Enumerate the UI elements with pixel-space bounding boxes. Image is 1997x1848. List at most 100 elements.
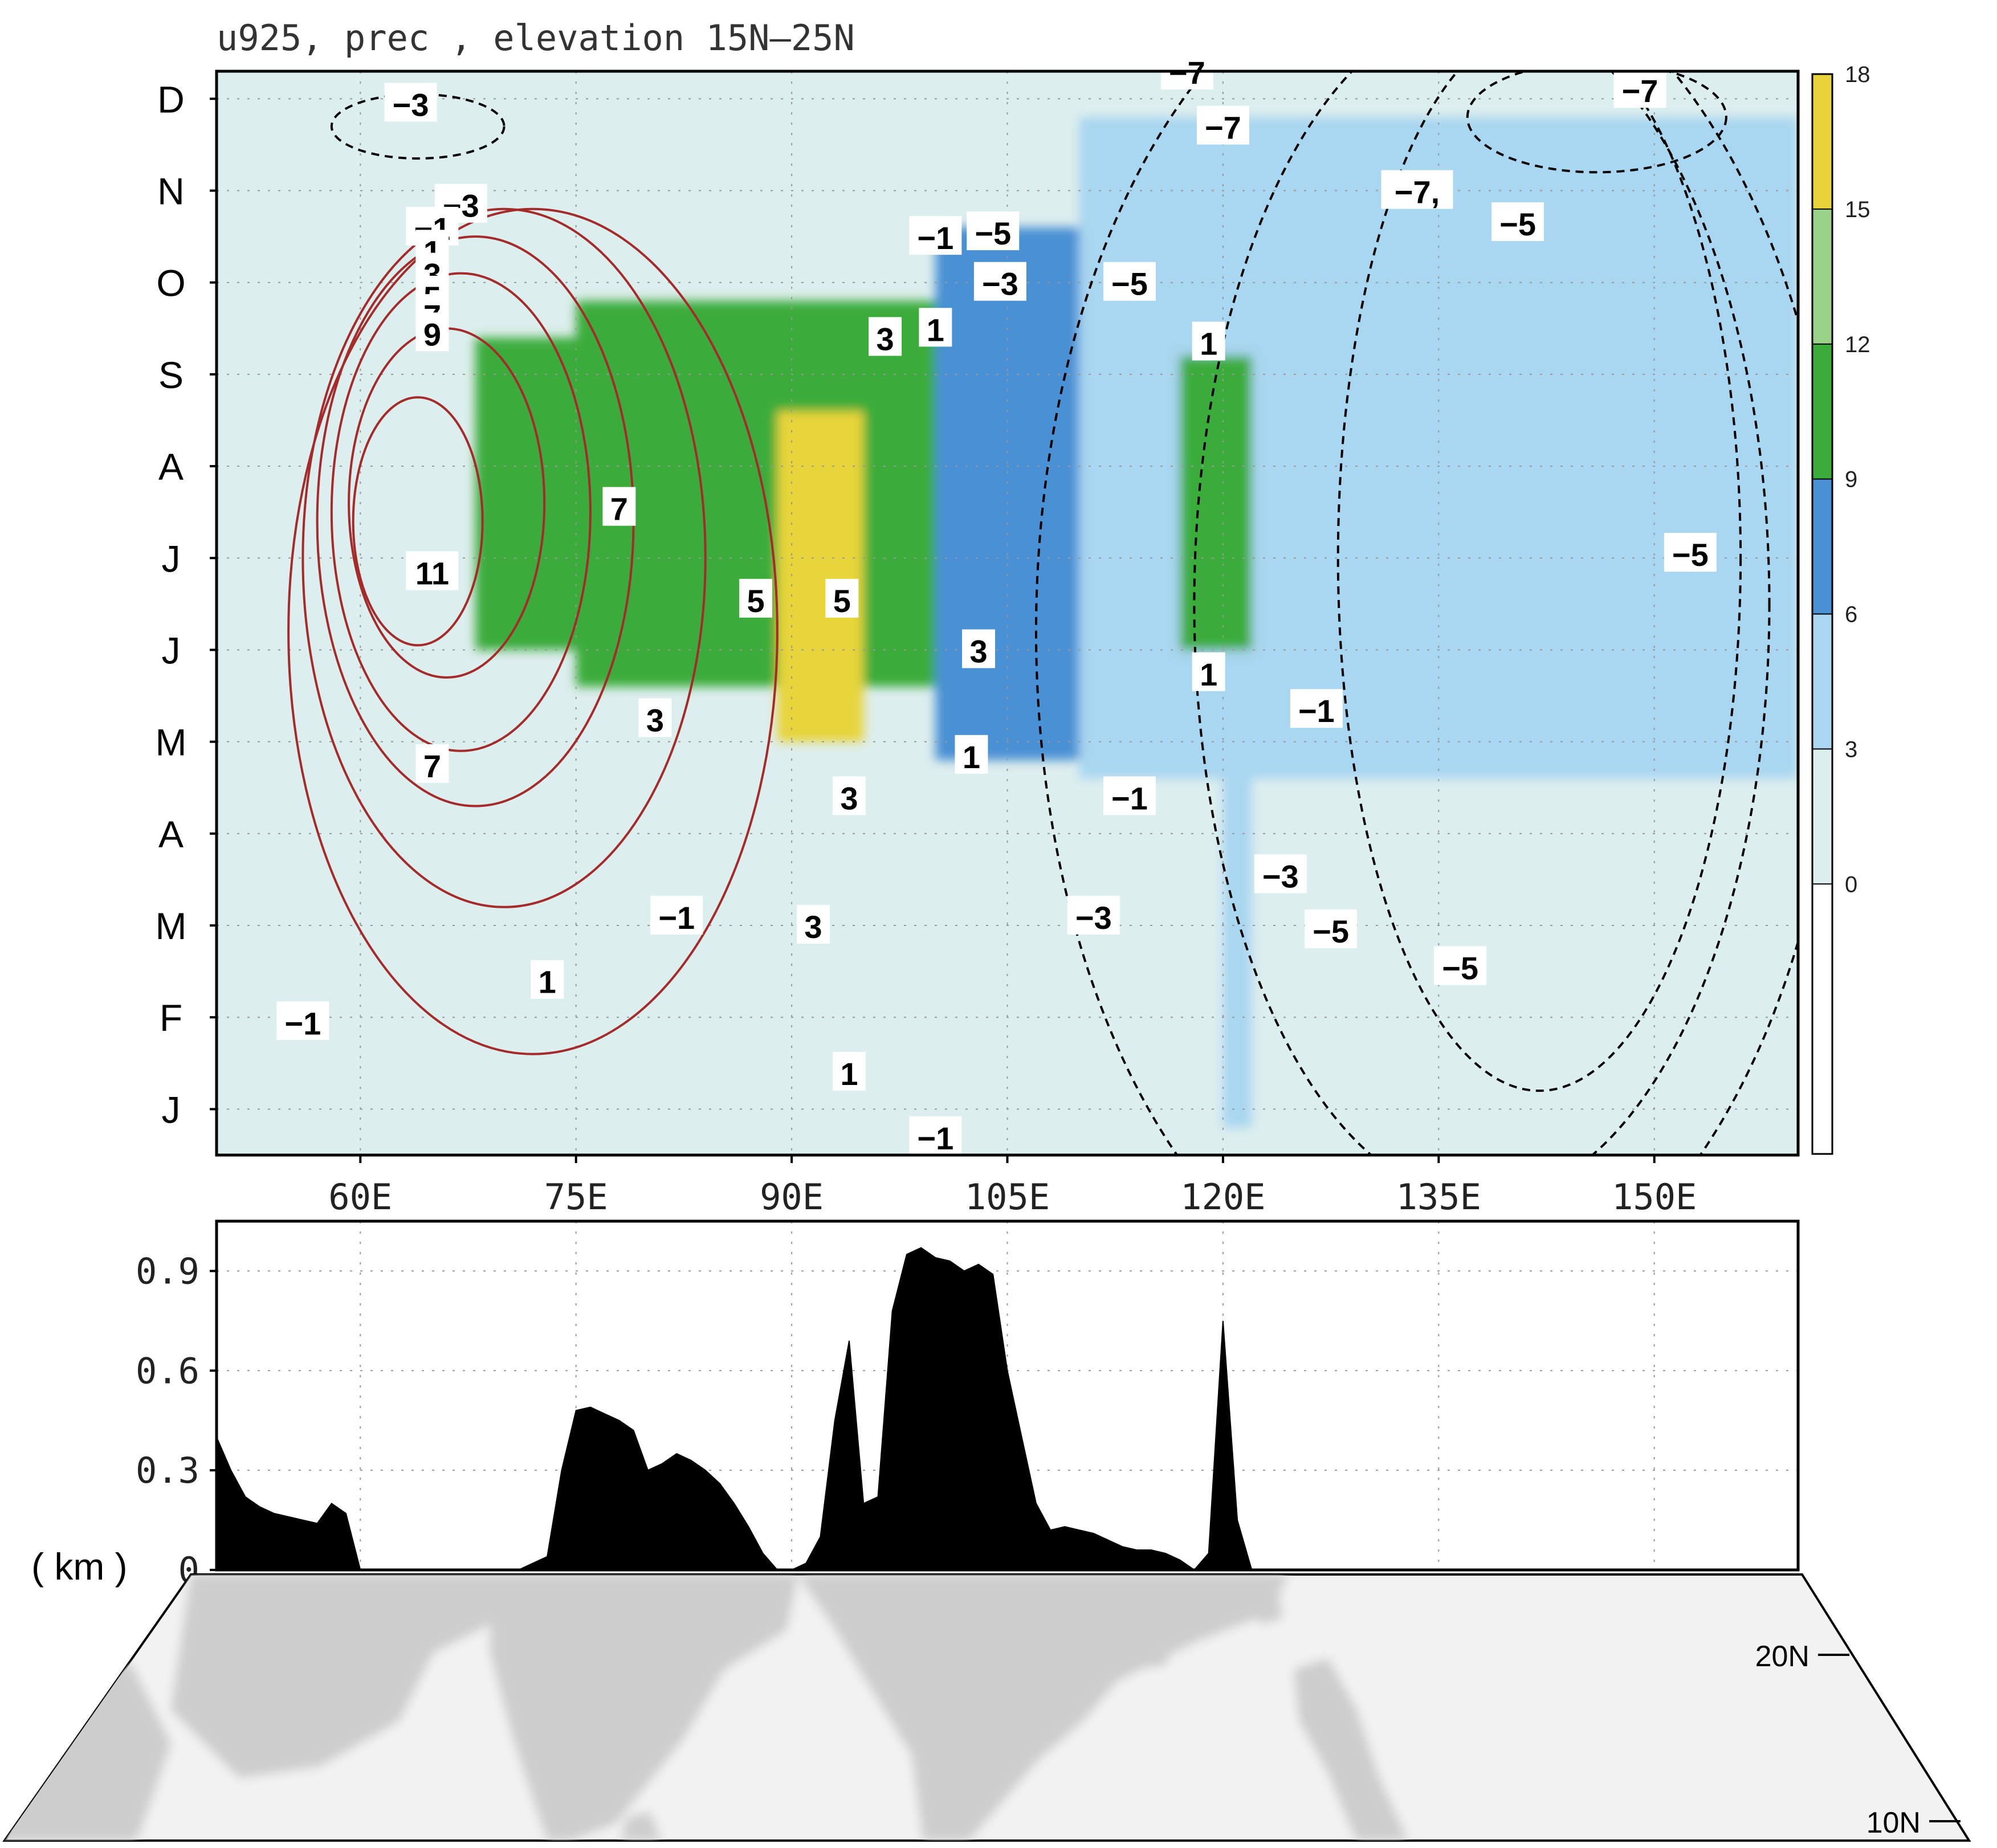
contour-label-box (1305, 909, 1358, 949)
contour-label-box (1381, 170, 1453, 209)
contour-label: 3 (646, 702, 664, 738)
contour-label-box (962, 629, 996, 668)
lon-label: 90E (760, 1176, 824, 1218)
contour-label-box (869, 317, 902, 356)
month-label: M (156, 905, 187, 947)
contour-labels: −3−3−1135791177355313311−1−1−131−1−5−3−5… (276, 51, 1717, 1156)
contour-label: −1 (917, 1120, 953, 1156)
positive-contour (352, 396, 484, 647)
contour-label: −3 (393, 87, 429, 123)
contour-label: 7 (610, 491, 628, 527)
contour-label-box (1290, 689, 1343, 728)
contour-label-box (650, 895, 703, 935)
colorbar-label: 3 (1845, 737, 1857, 762)
contour-label: −7 (1622, 73, 1658, 109)
contour-label-box (276, 1001, 329, 1041)
contour-label-box (1434, 946, 1487, 985)
colorbar-segment (1812, 479, 1832, 614)
contour-label-box (796, 905, 830, 944)
indian-subcontinent (490, 1574, 798, 1841)
colorbar-label: 15 (1845, 197, 1870, 222)
contour-label: 3 (969, 633, 987, 669)
colorbar: 0 3 6 9 12 15 18 (1811, 62, 1870, 1155)
contour-label: −3 (982, 266, 1018, 302)
contour-label-box (1613, 69, 1666, 108)
month-label: N (157, 170, 185, 213)
contour-label-box (1103, 262, 1156, 301)
month-label: M (156, 721, 187, 764)
colorbar-label: 12 (1845, 332, 1870, 357)
positive-contour (301, 207, 707, 908)
elevation-tick-label: 0.9 (136, 1250, 199, 1292)
wind-contours (287, 71, 1798, 1155)
lon-label: 75E (544, 1176, 608, 1218)
contour-label: −5 (1111, 266, 1148, 302)
lon-label: 60E (328, 1176, 392, 1218)
colorbar-label: 18 (1845, 62, 1870, 87)
contour-label-box (415, 312, 449, 352)
contour-label: −5 (1672, 537, 1709, 573)
contour-label-box (833, 776, 866, 815)
contour-label-box (955, 735, 988, 774)
month-label: A (158, 813, 184, 855)
contour-label: −7, (1395, 174, 1440, 210)
contour-label-box (739, 578, 773, 618)
arabian-peninsula (171, 1574, 513, 1778)
contour-label: −3 (1075, 900, 1112, 936)
colorbar-label: 0 (1845, 872, 1857, 897)
contour-label-box (531, 960, 564, 999)
contour-label: 1 (1200, 326, 1217, 362)
colorbar-segment (1812, 344, 1832, 479)
contour-label: 1 (539, 964, 556, 1000)
sri-lanka (621, 1812, 661, 1841)
positive-contour (287, 207, 779, 1055)
contour-label-box (909, 216, 962, 255)
taiwan (1254, 1584, 1282, 1624)
precip-region (1180, 356, 1252, 650)
contour-label: 3 (876, 321, 894, 357)
contour-label-box (825, 578, 859, 618)
latitude-ticks: 20N 10N (1755, 1640, 1961, 1839)
contour-label: 1 (1200, 656, 1217, 692)
contour-label-box (973, 262, 1026, 301)
month-label: J (162, 629, 181, 671)
contour-label-box (833, 1051, 866, 1091)
contour-label: 1 (927, 312, 944, 348)
contour-label: −1 (658, 900, 695, 936)
contour-label-box (1664, 533, 1717, 572)
contour-label: −1 (917, 220, 953, 256)
contour-label: −5 (1313, 913, 1349, 949)
contour-label-box (967, 211, 1020, 251)
lon-label: 135E (1396, 1176, 1481, 1218)
contour-label: −5 (975, 215, 1011, 251)
contour-label: −5 (1442, 950, 1478, 986)
hovmoller-panel: −3−3−1135791177355313311−1−1−131−1−5−3−5… (156, 51, 1800, 1218)
contour-label: 9 (423, 316, 441, 352)
location-map: 20N 10N (2, 1573, 1971, 1842)
figure-title: u925, prec , elevation 15N–25N (217, 17, 855, 59)
precip-region (475, 337, 576, 650)
month-label: D (157, 78, 185, 120)
contour-label-box (638, 698, 672, 737)
colorbar-label: 9 (1845, 467, 1857, 492)
contour-label-box (919, 308, 952, 347)
elevation-tick-label: 0.6 (136, 1350, 199, 1392)
contour-label: −1 (1111, 780, 1148, 816)
month-label: F (160, 997, 182, 1039)
precip-region (777, 411, 864, 742)
colorbar-label: 6 (1845, 602, 1857, 627)
elevation-axis: 00.30.60.9 (136, 1250, 217, 1591)
month-label: O (156, 262, 185, 304)
month-axis: J F M A M J J A S O N D (156, 78, 217, 1131)
longitude-axis: 60E 75E 90E 105E 120E 135E 150E (328, 1155, 1697, 1218)
contour-label: 1 (963, 739, 980, 775)
negative-contour (1193, 71, 1771, 1155)
contour-label-box (1254, 854, 1307, 894)
indochina (798, 1574, 1288, 1841)
elevation-panel: 00.30.60.9 ( km ) (31, 1219, 1800, 1591)
contour-label: 3 (804, 909, 822, 945)
contour-label-box (415, 744, 449, 783)
contour-label: 5 (747, 583, 764, 619)
contour-label: −3 (1262, 858, 1299, 894)
